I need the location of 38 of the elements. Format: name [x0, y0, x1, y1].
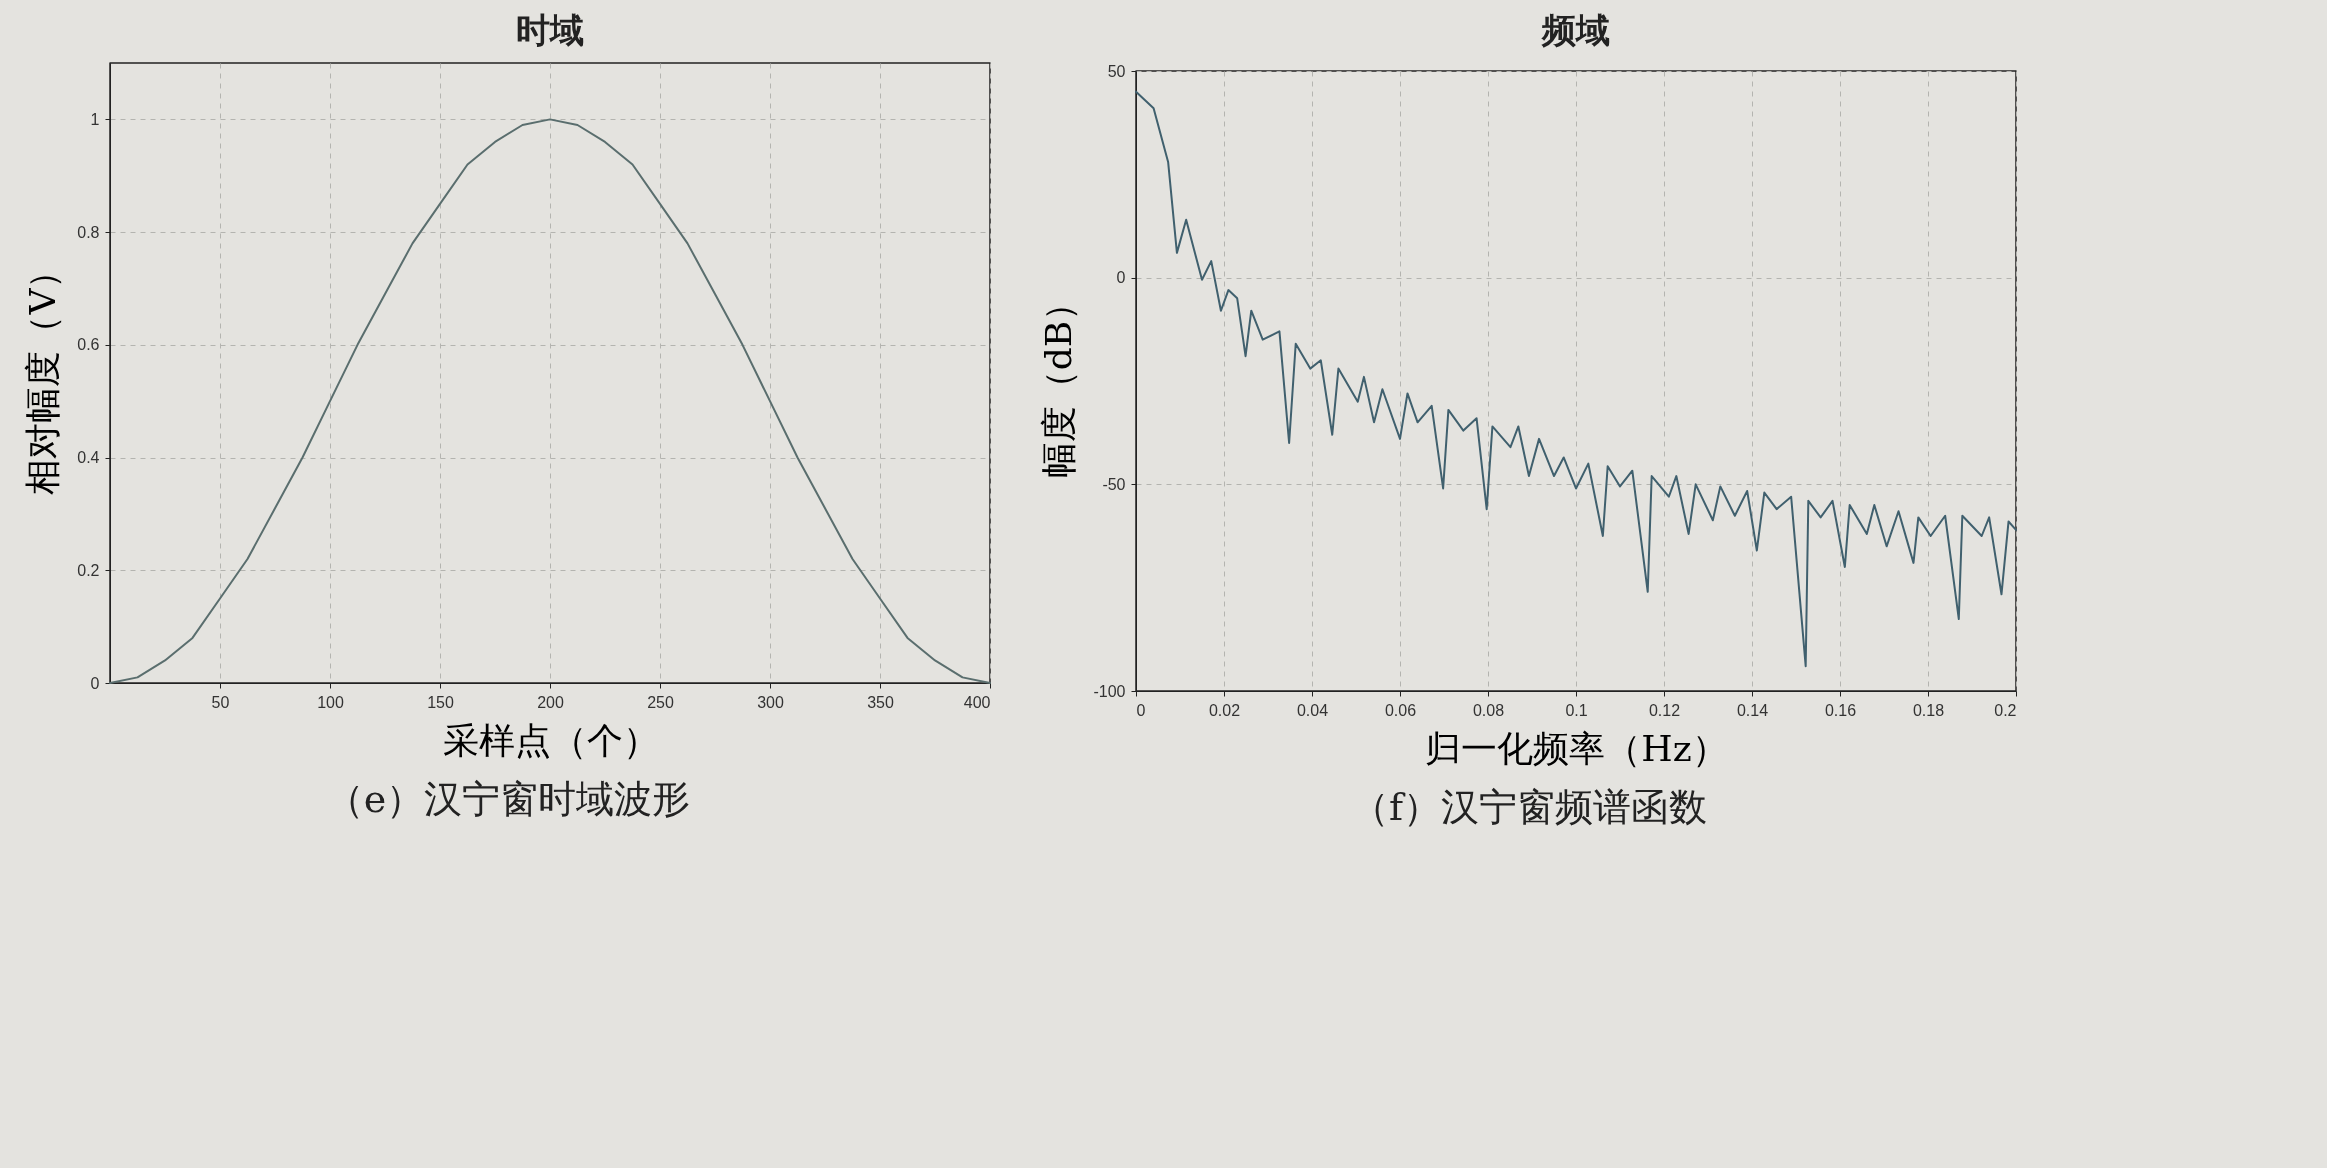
x-tick-label: 400 [963, 693, 991, 711]
x-tick-label: 0.16 [1824, 701, 1857, 719]
y-tick-label: 50 [1107, 62, 1126, 80]
y-tick-label: -100 [1093, 682, 1126, 700]
y-tick-label: 0.2 [77, 561, 100, 579]
x-axis-title: 采样点（个） [442, 719, 659, 761]
x-tick-label: 0.1 [1565, 701, 1588, 719]
x-tick-label: 50 [211, 693, 230, 711]
x-tick-label: 250 [647, 693, 674, 711]
text: （f）汉宁窗频谱函数 [1350, 784, 1708, 831]
x-tick-label: 350 [867, 693, 894, 711]
x-tick-label: 200 [537, 693, 564, 711]
x-tick-label: 0.08 [1472, 701, 1505, 719]
y-tick-label: 0 [90, 674, 100, 692]
y-tick-label: 0.4 [77, 449, 100, 467]
x-tick-label: 0.06 [1384, 701, 1417, 719]
y-tick-label: 0.8 [77, 223, 100, 241]
x-tick-label: 0.14 [1736, 701, 1769, 719]
x-tick-label: 0.12 [1648, 701, 1681, 719]
chart-title: 频域 [1541, 10, 1610, 50]
x-tick-label: 0.02 [1208, 701, 1241, 719]
y-tick-label: 1 [90, 110, 100, 128]
x-tick-label: 300 [757, 693, 784, 711]
y-tick-label: -50 [1102, 475, 1126, 493]
y-axis-title: 幅度（dB） [1038, 284, 1080, 479]
line-series [1135, 90, 2017, 668]
y-tick-label: 0.6 [77, 336, 100, 354]
x-tick-label: 100 [317, 693, 344, 711]
x-axis-title: 归一化频率（Hz） [1425, 727, 1728, 769]
x-tick-label: 0.04 [1296, 701, 1329, 719]
y-tick-label: 0 [1116, 269, 1126, 287]
x-tick-label: 0 [1136, 701, 1146, 719]
text: （e）汉宁窗时域波形 [325, 776, 691, 823]
chart-title: 时域 [516, 10, 584, 50]
y-axis-title: 相对幅度（V） [22, 252, 64, 495]
x-tick-label: 0.18 [1912, 701, 1945, 719]
x-tick-label: 0.2 [1994, 701, 2017, 719]
x-tick-label: 150 [427, 693, 454, 711]
